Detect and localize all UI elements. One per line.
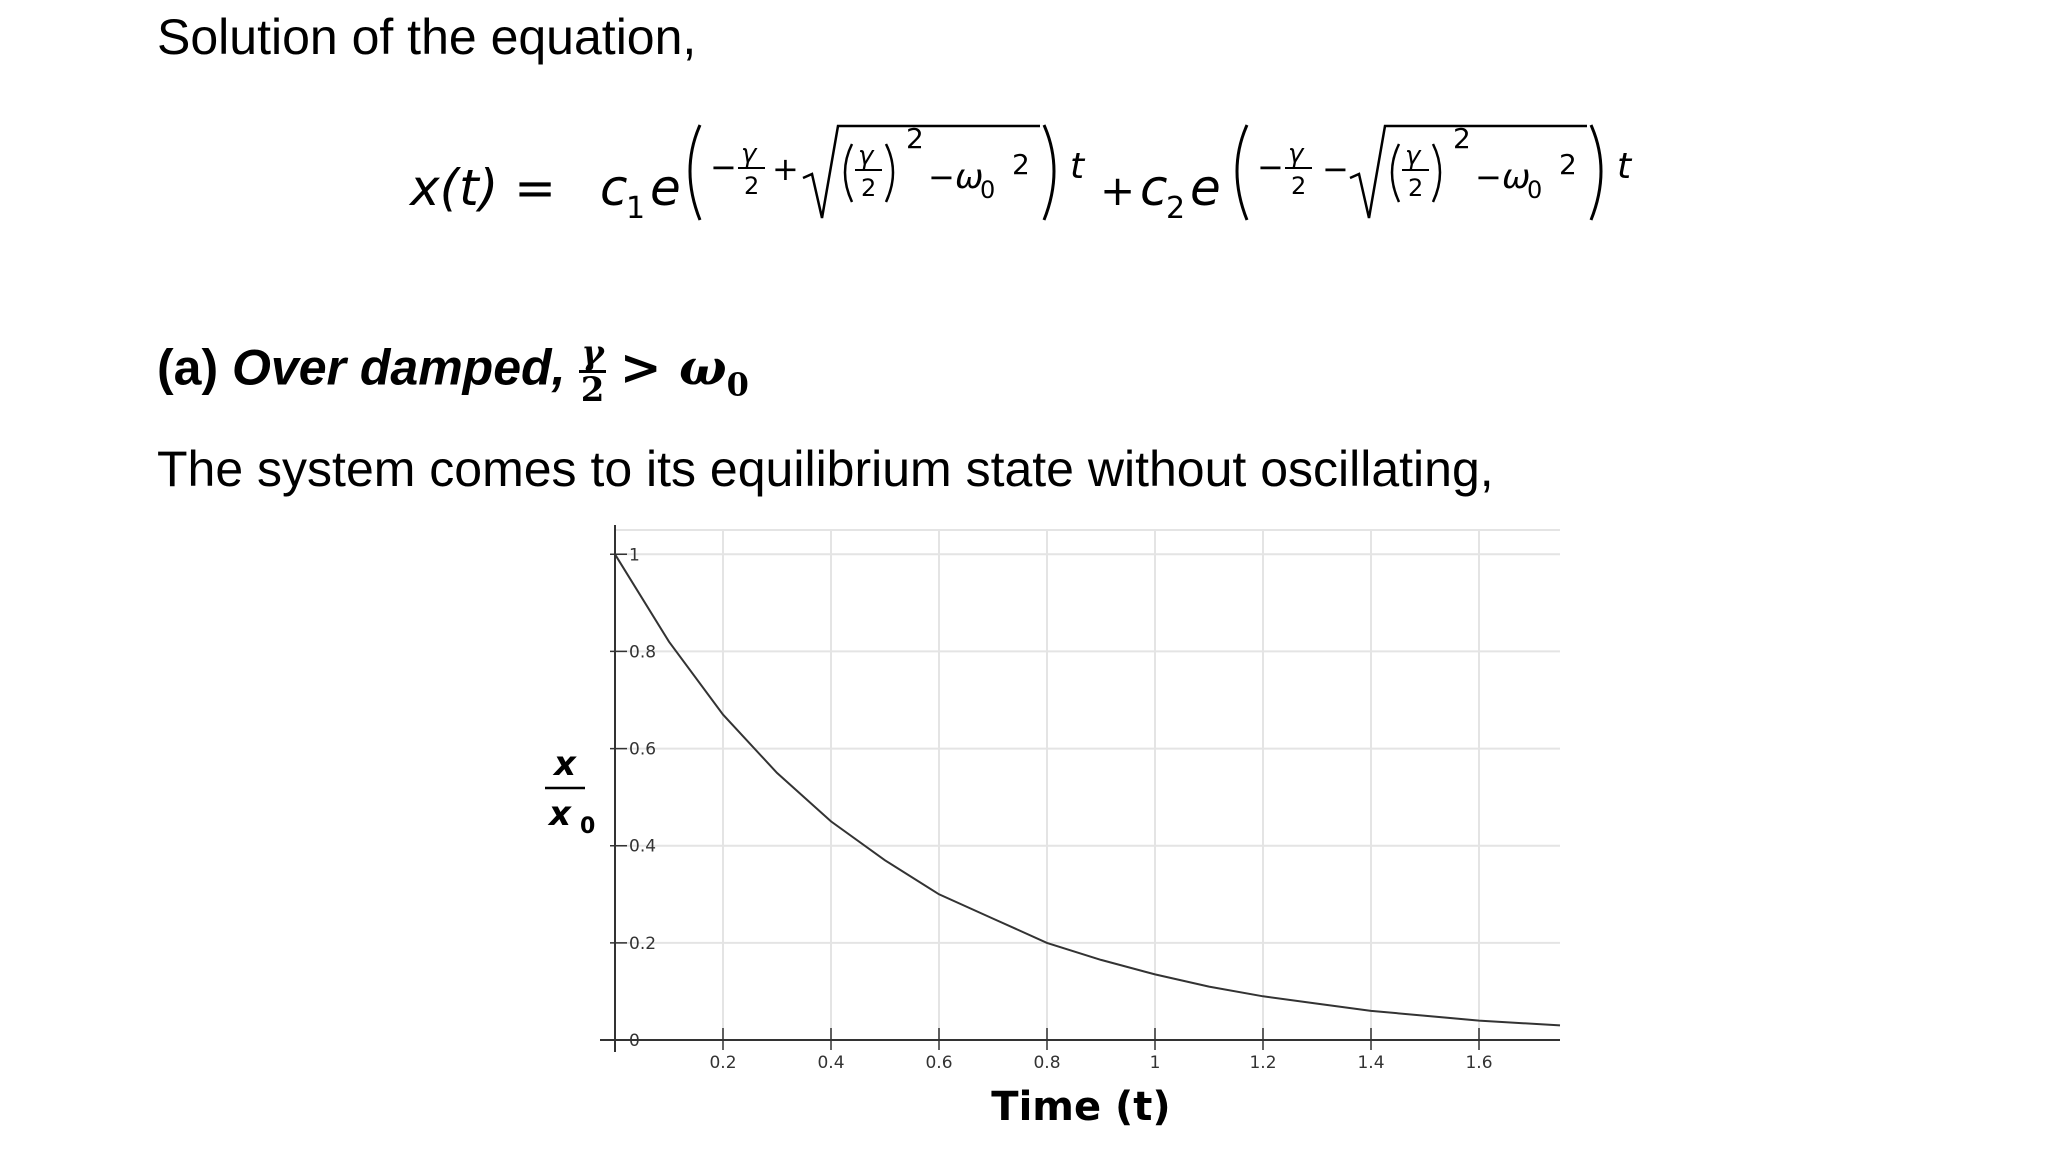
intro-text: Solution of the equation, [157,9,697,65]
chart-ticks: 0.2 0.4 0.6 0.8 1 1.2 1.4 1.6 0 0.2 0.4 0.6 0.8 1 [610,545,1493,1073]
exp2-two-inner: 2 [1408,174,1423,202]
x-tick-label: 0.8 [1033,1053,1060,1073]
y-label-denominator: x [547,794,572,834]
y-tick-label: 0 [629,1031,640,1051]
y-tick-label: 1 [629,545,640,565]
exp2-omega: ω [1502,157,1530,197]
equation-lhs: x(t) = [408,159,556,217]
y-tick-label: 0.8 [629,642,656,662]
exponent-2: − γ 2 − γ 2 2 − ω 0 2 t [1235,122,1633,221]
exp2-minus-omega: − [1475,158,1502,196]
exp2-two: 2 [1291,172,1306,200]
c1-subscript: 1 [626,191,645,226]
case-a-heading: (a) Over damped, γ 2 > ω0 [157,336,749,407]
x-tick-label: 1.4 [1357,1053,1384,1073]
exp2-square: 2 [1453,122,1471,155]
exp2-omega-sub: 0 [1527,176,1542,204]
x-tick-label: 1.6 [1465,1053,1492,1073]
exp1-t: t [1070,146,1086,187]
y-tick-label: 0.2 [629,934,656,954]
exp1-gamma-inner: γ [858,141,875,171]
exp1-plus: + [772,150,799,188]
x-tick-label: 0.2 [709,1053,736,1073]
x-tick-label: 0.6 [925,1053,952,1073]
exp2-gamma-inner: γ [1405,141,1422,171]
exp1-omega-square: 2 [1012,148,1030,181]
exp2-omega-square: 2 [1559,148,1577,181]
c1-coefficient: c [600,159,628,217]
y-tick-label: 0.4 [629,837,656,857]
exp1-two-inner: 2 [861,174,876,202]
exponential-base-1: e [650,159,681,217]
y-tick-label: 0.6 [629,740,656,760]
y-axis-label: x x 0 [545,744,595,839]
description-text: The system comes to its equilibrium stat… [157,441,1494,497]
exp2-t: t [1617,146,1633,187]
exp2-minus-root: − [1322,150,1349,188]
exp1-two: 2 [744,172,759,200]
exp1-omega: ω [955,157,983,197]
fraction-denominator: 2 [580,370,605,410]
x-tick-label: 0.4 [817,1053,844,1073]
overdamped-chart: 0.2 0.4 0.6 0.8 1 1.2 1.4 1.6 0 0.2 0.4 0.6 0.8 1 Tim… [545,525,1561,1130]
exp1-minus: − [710,148,737,186]
exp1-omega-sub: 0 [980,176,995,204]
c2-coefficient: c [1140,159,1168,217]
case-a-label: (a) [157,339,219,396]
x-axis-label: Time (t) [991,1084,1170,1130]
c2-subscript: 2 [1166,191,1185,226]
case-a-relation: > ω [619,337,727,397]
exp1-square: 2 [906,122,924,155]
y-label-denominator-sub: 0 [580,814,595,839]
chart-grid [615,529,1560,1040]
solution-equation: x(t) = c 1 e − γ 2 + γ 2 2 − ω 0 2 t + c… [408,122,1633,226]
gamma-over-two: γ 2 [579,333,606,410]
exp2-minus: − [1257,148,1284,186]
case-a-omega-sub: 0 [726,365,749,404]
x-tick-label: 1.2 [1249,1053,1276,1073]
fraction-numerator: γ [579,333,606,373]
exponential-base-2: e [1190,159,1221,217]
exp2-gamma: γ [1288,139,1305,169]
chart-axes [600,525,1560,1052]
decay-curve [614,553,1561,1027]
plus-sign: + [1100,166,1135,215]
y-label-numerator: x [552,744,577,784]
case-a-title: Over damped, [232,339,566,396]
x-tick-label: 1 [1150,1053,1161,1073]
exp1-minus-omega: − [928,158,955,196]
exp1-gamma: γ [741,139,758,169]
exponent-1: − γ 2 + γ 2 2 − ω 0 2 t [688,122,1086,221]
